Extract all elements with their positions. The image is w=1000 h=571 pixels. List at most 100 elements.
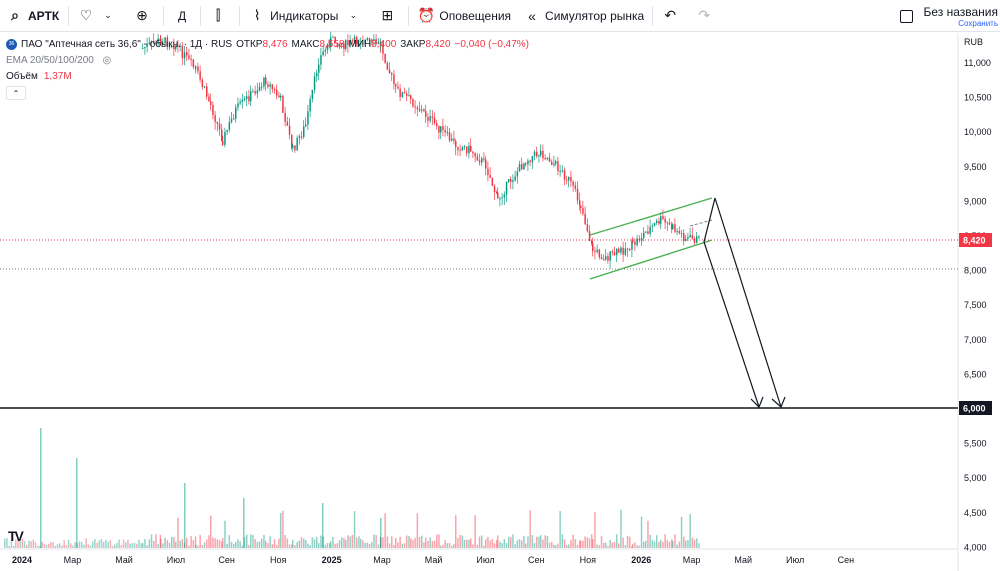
layouts-button[interactable]: ⊞ bbox=[372, 0, 406, 32]
redo-button[interactable]: ↷ bbox=[689, 0, 723, 32]
save-link: Сохранить bbox=[958, 18, 998, 28]
candle-body bbox=[414, 106, 416, 108]
candle-body bbox=[305, 124, 307, 127]
volume-bar bbox=[651, 539, 654, 548]
candle-body bbox=[521, 164, 523, 170]
replay-button[interactable]: « Симулятор рынка bbox=[517, 0, 650, 32]
ema-legend[interactable]: EMA 20/50/100/200 ◎ bbox=[6, 52, 529, 68]
candle-body bbox=[320, 55, 322, 65]
volume-bar bbox=[566, 545, 568, 548]
volume-bar bbox=[395, 537, 397, 548]
candle-body bbox=[433, 117, 436, 124]
candle-body bbox=[166, 37, 169, 47]
volume-bar bbox=[660, 539, 662, 548]
volume-bar bbox=[239, 541, 241, 548]
interval-button[interactable]: Д bbox=[166, 0, 198, 32]
candle-body bbox=[416, 107, 419, 109]
candle-body bbox=[284, 112, 286, 122]
volume-bar bbox=[122, 539, 125, 548]
volume-bar bbox=[195, 544, 197, 548]
alerts-button[interactable]: ⏰ Оповещения bbox=[411, 0, 517, 32]
volume-bar bbox=[656, 535, 658, 548]
candle-body bbox=[461, 147, 464, 151]
time-tick-label: 2025 bbox=[322, 555, 342, 565]
volume-bar bbox=[318, 543, 320, 548]
candle-body bbox=[150, 40, 153, 43]
candle-body bbox=[406, 93, 408, 96]
candle-body bbox=[316, 72, 318, 77]
candle-body bbox=[250, 91, 252, 102]
symbol-search[interactable]: ⌕ АРТК bbox=[0, 0, 66, 32]
volume-bar bbox=[503, 539, 506, 548]
watchlist-flag-button[interactable]: ♡ ⌄ bbox=[71, 0, 127, 32]
undo-button[interactable]: ↶ bbox=[655, 0, 689, 32]
candle-body bbox=[576, 188, 579, 201]
channel-lower-line[interactable] bbox=[589, 239, 713, 280]
layout-name: Без названия bbox=[923, 4, 998, 19]
candle-body bbox=[201, 79, 204, 87]
candles-icon: ⫿ bbox=[215, 7, 221, 23]
volume-bar bbox=[674, 534, 676, 548]
volume-bar bbox=[164, 537, 166, 548]
volume-bar bbox=[41, 541, 43, 548]
candle-body bbox=[233, 118, 235, 120]
volume-bar bbox=[233, 544, 235, 548]
candle-body bbox=[505, 181, 508, 195]
candle-body bbox=[212, 104, 214, 116]
candle-body bbox=[605, 256, 607, 260]
candle-body bbox=[338, 44, 341, 48]
volume-bar bbox=[668, 541, 671, 548]
volume-bar bbox=[6, 538, 8, 548]
candle-body bbox=[531, 156, 534, 163]
candle-body bbox=[660, 216, 662, 224]
volume-bar bbox=[616, 534, 618, 548]
volume-bar bbox=[241, 545, 244, 548]
candle-body bbox=[542, 150, 544, 159]
eye-off-icon[interactable]: ◎ bbox=[102, 54, 112, 66]
volume-bar bbox=[548, 542, 551, 548]
compare-button[interactable]: ⊕ bbox=[127, 0, 161, 32]
candle-body bbox=[358, 43, 360, 45]
volume-bar bbox=[89, 545, 92, 548]
save-button[interactable]: Без названия Сохранить bbox=[923, 5, 1000, 28]
candle-body bbox=[632, 240, 634, 242]
collapse-legend-button[interactable]: ⌃ bbox=[6, 86, 26, 100]
volume-bar bbox=[596, 544, 598, 548]
time-axis[interactable]: 2024 Мар Май Июл Сен Ноя 2025 Мар Май Июл Сен Ноя 20… bbox=[12, 555, 854, 565]
candle-body bbox=[453, 138, 455, 141]
candle-body bbox=[463, 146, 466, 148]
symbol-legend[interactable]: 36 ПАО "Аптечная сеть 36,6" - обыкн. · 1… bbox=[6, 36, 529, 52]
candle-body bbox=[221, 129, 223, 141]
candle-body bbox=[501, 197, 503, 199]
price-tick-label: 10,000 bbox=[964, 127, 992, 137]
candle-body bbox=[527, 160, 529, 165]
candle-body bbox=[345, 40, 347, 49]
volume-bar bbox=[696, 538, 698, 548]
volume-legend[interactable]: Объём 1,37M bbox=[6, 68, 529, 84]
chart-type-button[interactable]: ⫿ bbox=[203, 0, 237, 32]
volume-bar bbox=[455, 515, 457, 548]
candle-body bbox=[208, 96, 210, 102]
channel-upper-line[interactable] bbox=[589, 197, 713, 236]
candle-body bbox=[324, 49, 327, 52]
time-tick-label: Май bbox=[425, 555, 443, 565]
candle-body bbox=[609, 251, 611, 261]
price-axis[interactable]: 11,00010,50010,0009,5009,0008,5008,0007,… bbox=[964, 58, 992, 552]
volume-bar bbox=[572, 534, 574, 548]
channel-mid-line bbox=[689, 219, 713, 227]
save-checkbox[interactable] bbox=[900, 9, 914, 23]
undo-icon: ↶ bbox=[664, 7, 677, 23]
volume-bar bbox=[21, 538, 24, 548]
candle-body bbox=[611, 251, 614, 253]
indicators-button[interactable]: ⌇ Индикаторы ⌄ bbox=[242, 0, 372, 32]
candle-body bbox=[218, 123, 221, 130]
volume-bar bbox=[254, 538, 256, 548]
flag-icon: ♡ bbox=[79, 7, 93, 23]
time-tick-label: Ноя bbox=[270, 555, 287, 565]
candle-body bbox=[570, 176, 572, 182]
candle-body bbox=[431, 116, 434, 118]
forecast-arrows[interactable] bbox=[703, 197, 782, 408]
candle-body bbox=[373, 39, 375, 41]
candle-body bbox=[246, 96, 248, 99]
